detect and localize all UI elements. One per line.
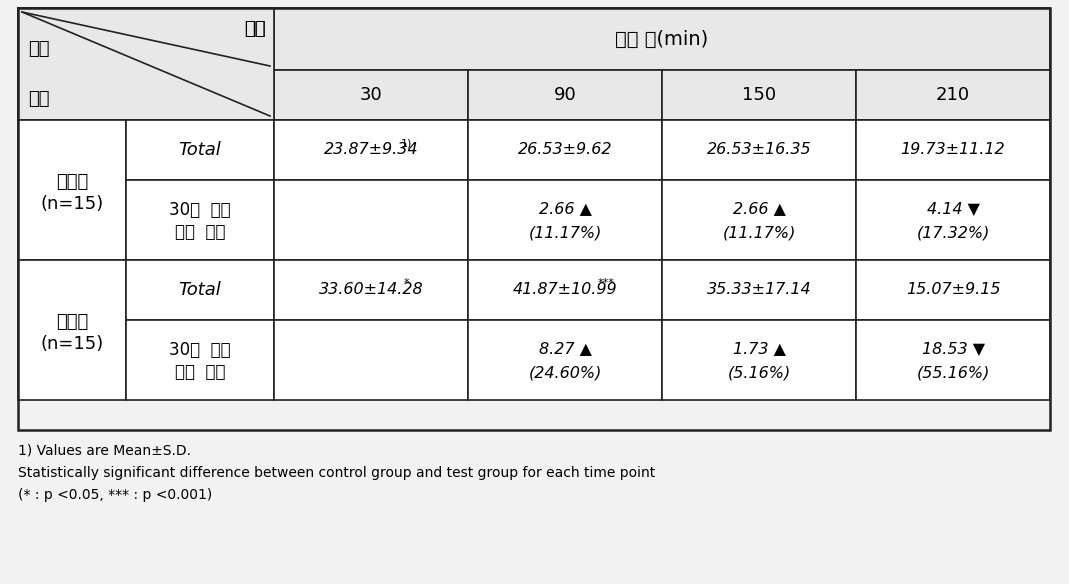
- Bar: [18, 70, 274, 120]
- Bar: [274, 260, 468, 320]
- Bar: [662, 320, 856, 400]
- Text: 33.60±14.28: 33.60±14.28: [319, 283, 423, 297]
- Text: Total: Total: [179, 141, 221, 159]
- Text: 19.73±11.12: 19.73±11.12: [901, 142, 1005, 158]
- Bar: [18, 120, 126, 260]
- Bar: [468, 120, 662, 180]
- Text: 41.87±10.99: 41.87±10.99: [513, 283, 617, 297]
- Text: 시간: 시간: [245, 20, 266, 38]
- Text: 23.87±9.34: 23.87±9.34: [324, 142, 418, 158]
- Bar: [662, 70, 856, 120]
- Text: 구분: 구분: [28, 90, 49, 108]
- Text: *: *: [404, 278, 409, 288]
- Bar: [856, 120, 1050, 180]
- Text: 18.53 ▼: 18.53 ▼: [921, 342, 985, 356]
- Text: 210: 210: [936, 86, 970, 104]
- Bar: [662, 260, 856, 320]
- Bar: [18, 8, 274, 70]
- Text: 150: 150: [742, 86, 776, 104]
- Text: 90: 90: [554, 86, 576, 104]
- Text: 시간: 시간: [245, 20, 266, 38]
- Bar: [126, 320, 274, 400]
- Text: 2.66 ▲: 2.66 ▲: [539, 201, 591, 217]
- Text: (24.60%): (24.60%): [528, 366, 602, 381]
- Text: (n=15): (n=15): [41, 195, 104, 213]
- Text: 30: 30: [359, 86, 383, 104]
- Bar: [126, 260, 274, 320]
- Text: Statistically significant difference between control group and test group for ea: Statistically significant difference bet…: [18, 466, 655, 480]
- Bar: [274, 8, 1050, 70]
- Text: ***: ***: [598, 278, 615, 288]
- Text: 30분  기준: 30분 기준: [169, 341, 231, 359]
- Text: (11.17%): (11.17%): [528, 225, 602, 241]
- Bar: [126, 120, 274, 180]
- Bar: [274, 120, 468, 180]
- Text: 대조군: 대조군: [56, 173, 88, 191]
- Bar: [856, 70, 1050, 120]
- Bar: [856, 320, 1050, 400]
- Text: 8.27 ▲: 8.27 ▲: [539, 342, 591, 356]
- Text: (n=15): (n=15): [41, 335, 104, 353]
- Bar: [468, 260, 662, 320]
- Text: 2.66 ▲: 2.66 ▲: [732, 201, 786, 217]
- Bar: [126, 180, 274, 260]
- Bar: [468, 180, 662, 260]
- Bar: [18, 8, 274, 120]
- Text: (55.16%): (55.16%): [916, 366, 990, 381]
- Text: (11.17%): (11.17%): [723, 225, 795, 241]
- Text: 26.53±9.62: 26.53±9.62: [517, 142, 613, 158]
- Bar: [18, 8, 1050, 430]
- Text: 26.53±16.35: 26.53±16.35: [707, 142, 811, 158]
- Bar: [856, 180, 1050, 260]
- Text: 1) Values are Mean±S.D.: 1) Values are Mean±S.D.: [18, 444, 191, 458]
- Bar: [856, 260, 1050, 320]
- Text: 15.07±9.15: 15.07±9.15: [905, 283, 1001, 297]
- Text: 음주 후(min): 음주 후(min): [616, 30, 709, 48]
- Bar: [468, 320, 662, 400]
- Text: (5.16%): (5.16%): [727, 366, 791, 381]
- Text: 농도  변화: 농도 변화: [174, 363, 226, 381]
- Text: 4.14 ▼: 4.14 ▼: [927, 201, 979, 217]
- Text: (* : p <0.05, *** : p <0.001): (* : p <0.05, *** : p <0.001): [18, 488, 213, 502]
- Bar: [18, 260, 126, 400]
- Bar: [274, 70, 468, 120]
- Text: 농도  변화: 농도 변화: [174, 223, 226, 241]
- Text: 30분  기준: 30분 기준: [169, 201, 231, 219]
- Text: 시험군: 시험군: [56, 313, 88, 331]
- Text: (17.32%): (17.32%): [916, 225, 990, 241]
- Text: 1.73 ▲: 1.73 ▲: [732, 342, 786, 356]
- Text: 35.33±17.14: 35.33±17.14: [707, 283, 811, 297]
- Bar: [468, 70, 662, 120]
- Bar: [662, 120, 856, 180]
- Bar: [274, 320, 468, 400]
- Text: 구분: 구분: [28, 40, 49, 58]
- Text: 1): 1): [401, 138, 413, 148]
- Text: Total: Total: [179, 281, 221, 299]
- Bar: [274, 180, 468, 260]
- Bar: [662, 180, 856, 260]
